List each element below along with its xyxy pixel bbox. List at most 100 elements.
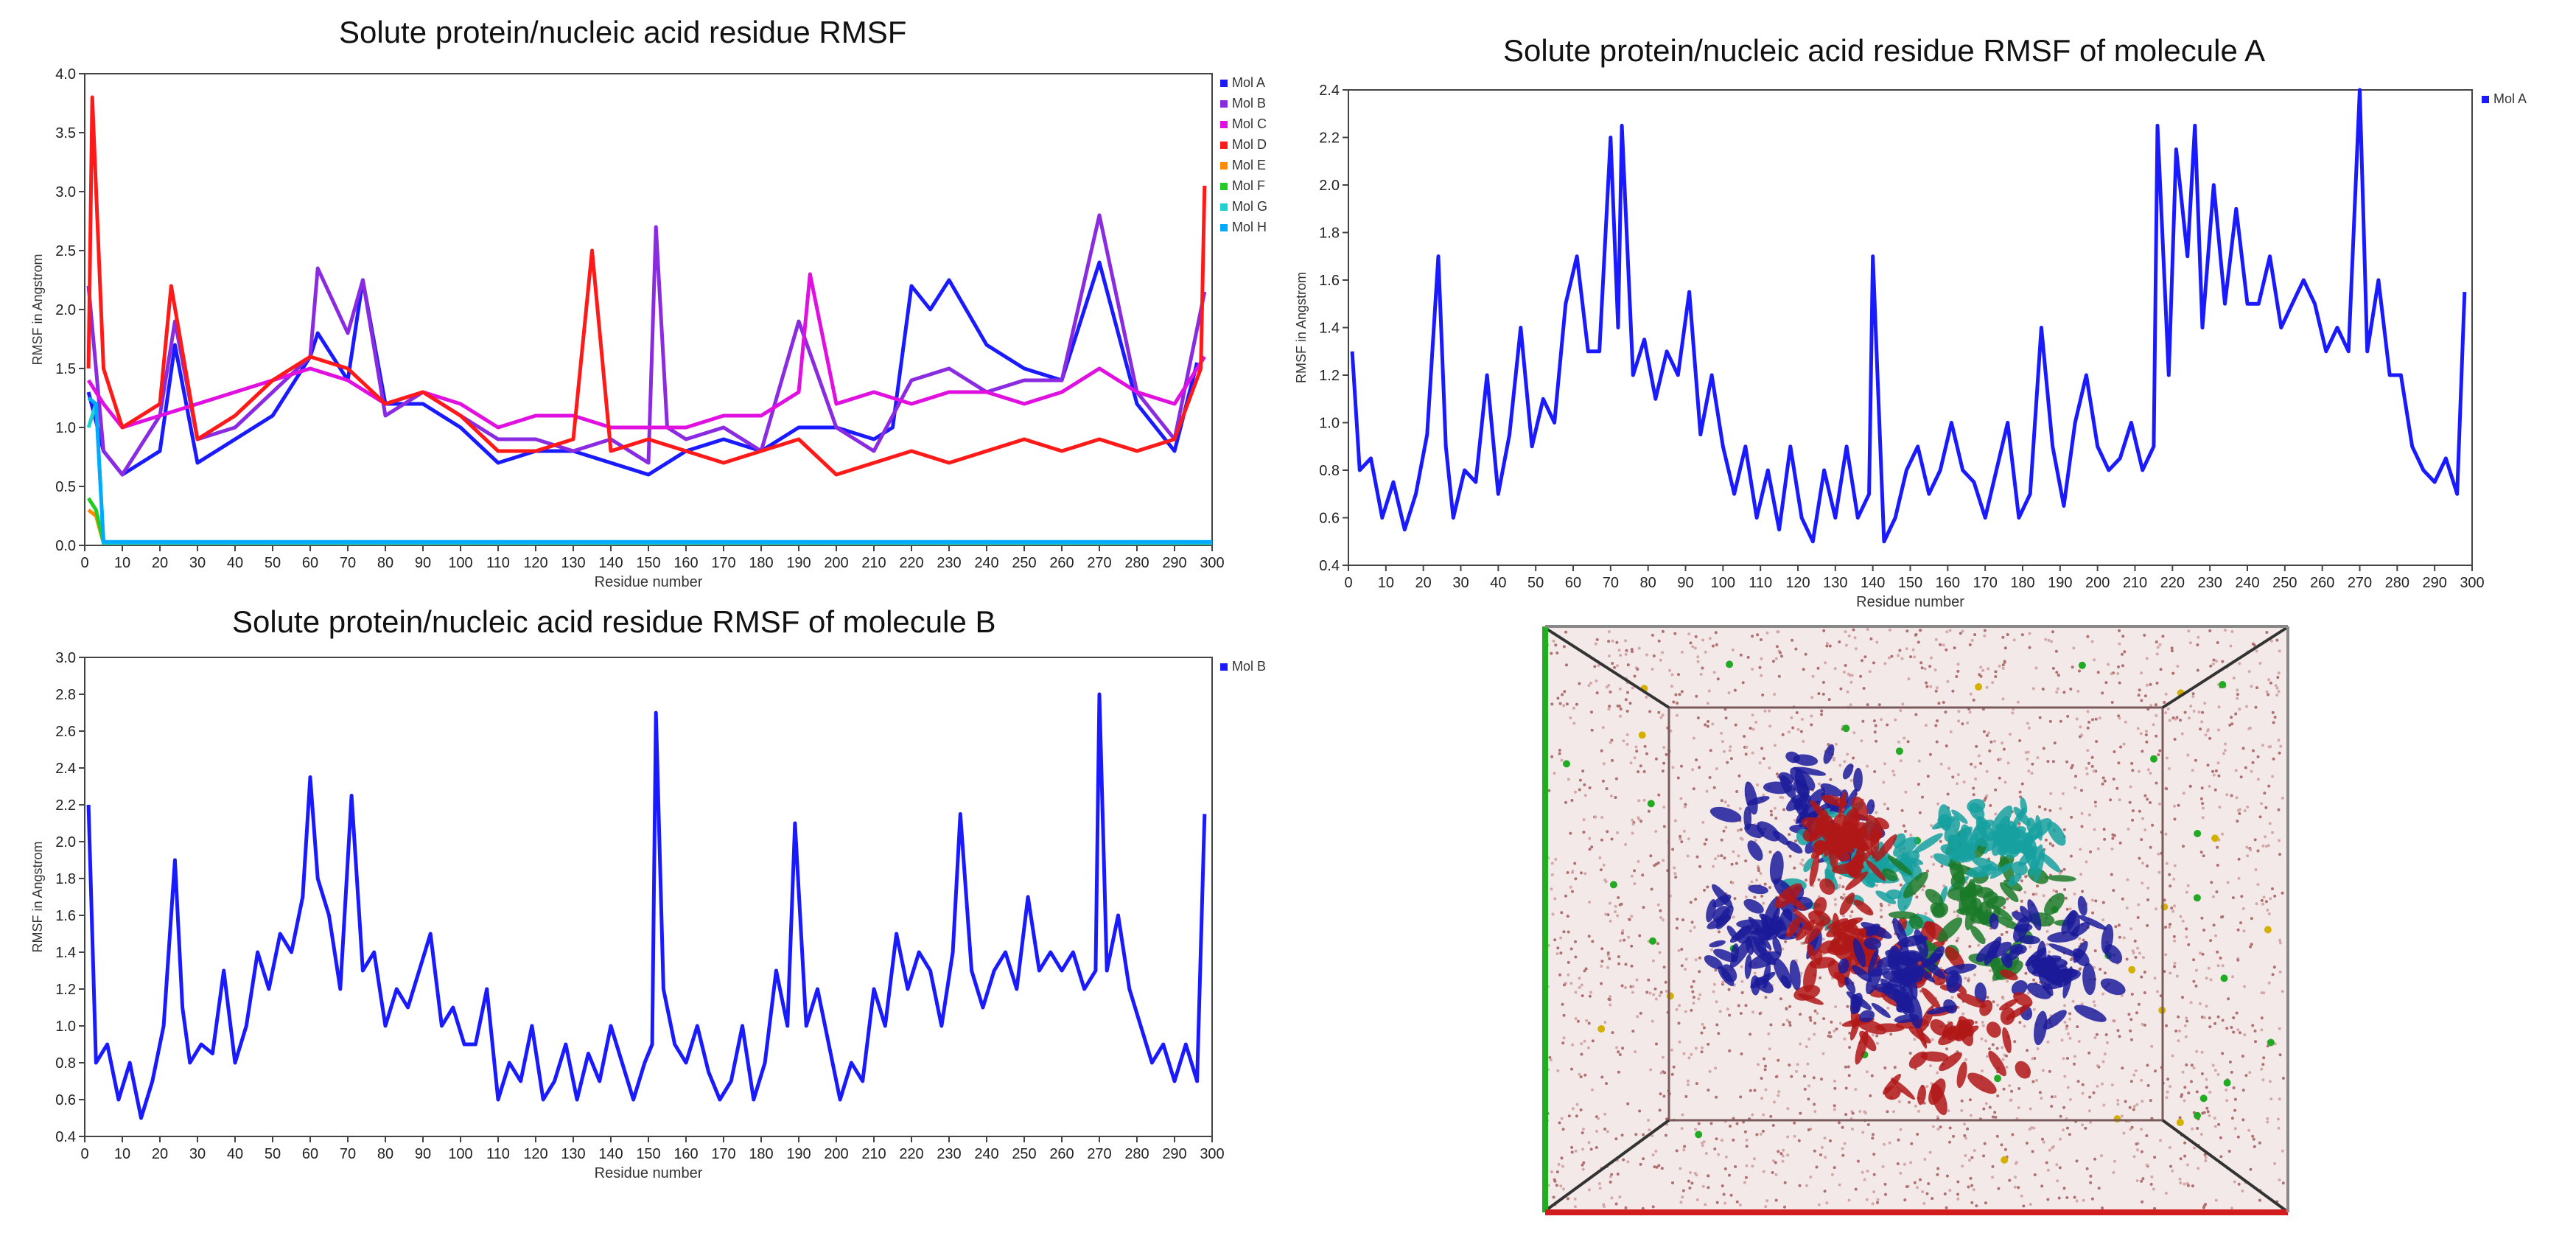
water-dot bbox=[1917, 640, 1920, 644]
y-tick-label: 2.4 bbox=[55, 761, 76, 777]
water-dot bbox=[2006, 633, 2009, 636]
water-dot bbox=[1561, 1164, 1564, 1168]
water-dot bbox=[2208, 1016, 2211, 1020]
water-dot bbox=[2131, 818, 2135, 822]
water-dot bbox=[1841, 1147, 1844, 1150]
water-dot bbox=[1936, 1071, 1939, 1075]
water-dot bbox=[2212, 923, 2216, 927]
water-dot bbox=[2241, 1190, 2244, 1192]
water-dot bbox=[1729, 1193, 1733, 1197]
water-dot bbox=[1823, 1136, 1827, 1140]
ribbon-segment bbox=[1793, 985, 1821, 1001]
water-dot bbox=[2271, 710, 2275, 714]
water-dot bbox=[1936, 1173, 1939, 1176]
water-dot bbox=[1975, 1204, 1978, 1208]
ribbon-segment bbox=[1748, 916, 1763, 933]
water-dot bbox=[1909, 834, 1913, 836]
water-dot bbox=[2236, 693, 2239, 696]
water-dot bbox=[2183, 1182, 2186, 1186]
water-dot bbox=[2074, 775, 2077, 778]
ribbon-segment bbox=[1893, 836, 1918, 857]
x-tick-label: 230 bbox=[2197, 575, 2222, 591]
water-dot bbox=[1671, 766, 1675, 769]
water-dot bbox=[1880, 718, 1883, 722]
water-dot bbox=[2241, 907, 2245, 910]
water-dot bbox=[2258, 662, 2262, 665]
water-dot bbox=[1987, 667, 1990, 671]
water-dot bbox=[1661, 713, 1665, 717]
water-dot bbox=[1880, 904, 1883, 908]
water-dot bbox=[2034, 893, 2038, 896]
water-dot bbox=[2089, 1120, 2092, 1124]
water-dot bbox=[1961, 722, 1964, 726]
x-tick-label: 180 bbox=[749, 555, 773, 571]
ribbon-segment bbox=[1780, 975, 1791, 989]
water-dot bbox=[1945, 648, 1948, 652]
water-dot bbox=[1871, 1136, 1875, 1140]
water-dot bbox=[2079, 848, 2082, 851]
water-dot bbox=[2093, 658, 2096, 662]
water-dot bbox=[1580, 1052, 1583, 1056]
water-dot bbox=[1673, 632, 1677, 635]
water-dot bbox=[1819, 1153, 1822, 1156]
water-dot bbox=[2253, 1029, 2257, 1033]
x-tick-label: 170 bbox=[711, 555, 735, 571]
water-dot bbox=[1860, 739, 1863, 743]
water-dot bbox=[2140, 1179, 2143, 1183]
x-tick-label: 140 bbox=[1861, 575, 1885, 591]
ribbon-segment bbox=[1821, 841, 1851, 853]
x-tick-label: 270 bbox=[1087, 1146, 1111, 1162]
water-dot bbox=[2159, 1139, 2162, 1142]
water-dot bbox=[2122, 936, 2126, 940]
water-dot bbox=[2196, 668, 2199, 672]
ribbon-segment bbox=[1849, 992, 1863, 1015]
water-dot bbox=[1928, 1150, 1932, 1154]
x-tick-label: 170 bbox=[1973, 575, 1997, 591]
water-dot bbox=[1876, 1201, 1879, 1204]
water-dot bbox=[2080, 1002, 2084, 1006]
water-dot bbox=[2243, 1033, 2247, 1037]
water-dot bbox=[1670, 685, 1673, 688]
water-dot bbox=[2102, 1103, 2106, 1107]
water-dot bbox=[2031, 893, 2035, 896]
water-dot bbox=[2012, 638, 2016, 642]
water-dot bbox=[1880, 915, 1883, 919]
y-tick-label: 1.0 bbox=[55, 1019, 76, 1035]
water-dot bbox=[1985, 733, 1989, 737]
water-dot bbox=[1655, 1042, 1658, 1046]
water-dot bbox=[1618, 1195, 1622, 1199]
water-dot bbox=[1852, 628, 1855, 632]
water-dot bbox=[1828, 1031, 1831, 1035]
water-dot bbox=[1994, 788, 1998, 792]
water-dot bbox=[1583, 1039, 1586, 1043]
water-dot bbox=[1566, 871, 1569, 874]
water-dot bbox=[1676, 918, 1679, 921]
ribbon-segment bbox=[1785, 918, 1801, 937]
water-dot bbox=[2051, 1146, 2054, 1150]
water-dot bbox=[1842, 893, 1846, 896]
water-dot bbox=[1865, 1070, 1869, 1074]
ribbon-segment bbox=[1945, 946, 1965, 970]
x-tick-label: 250 bbox=[1012, 555, 1036, 571]
water-dot bbox=[1573, 790, 1577, 794]
water-dot bbox=[1624, 639, 1628, 643]
water-dot bbox=[1624, 652, 1628, 656]
water-dot bbox=[1805, 1045, 1808, 1049]
water-dot bbox=[1569, 716, 1572, 720]
water-dot bbox=[1625, 742, 1629, 746]
water-dot bbox=[1611, 639, 1614, 643]
water-dot bbox=[1727, 988, 1731, 991]
water-dot bbox=[2188, 641, 2192, 645]
water-dot bbox=[2006, 979, 2009, 983]
water-dot bbox=[2075, 1199, 2079, 1203]
water-dot bbox=[1566, 915, 1569, 918]
water-dot bbox=[2113, 1159, 2116, 1163]
ribbon-segment bbox=[1826, 918, 1849, 929]
water-dot bbox=[1829, 1139, 1832, 1142]
water-dot bbox=[1662, 825, 1666, 828]
water-dot bbox=[1744, 1004, 1748, 1007]
water-dot bbox=[2127, 1013, 2131, 1016]
water-dot bbox=[1939, 1125, 1942, 1129]
water-dot bbox=[1777, 674, 1781, 678]
water-dot bbox=[1627, 935, 1631, 939]
